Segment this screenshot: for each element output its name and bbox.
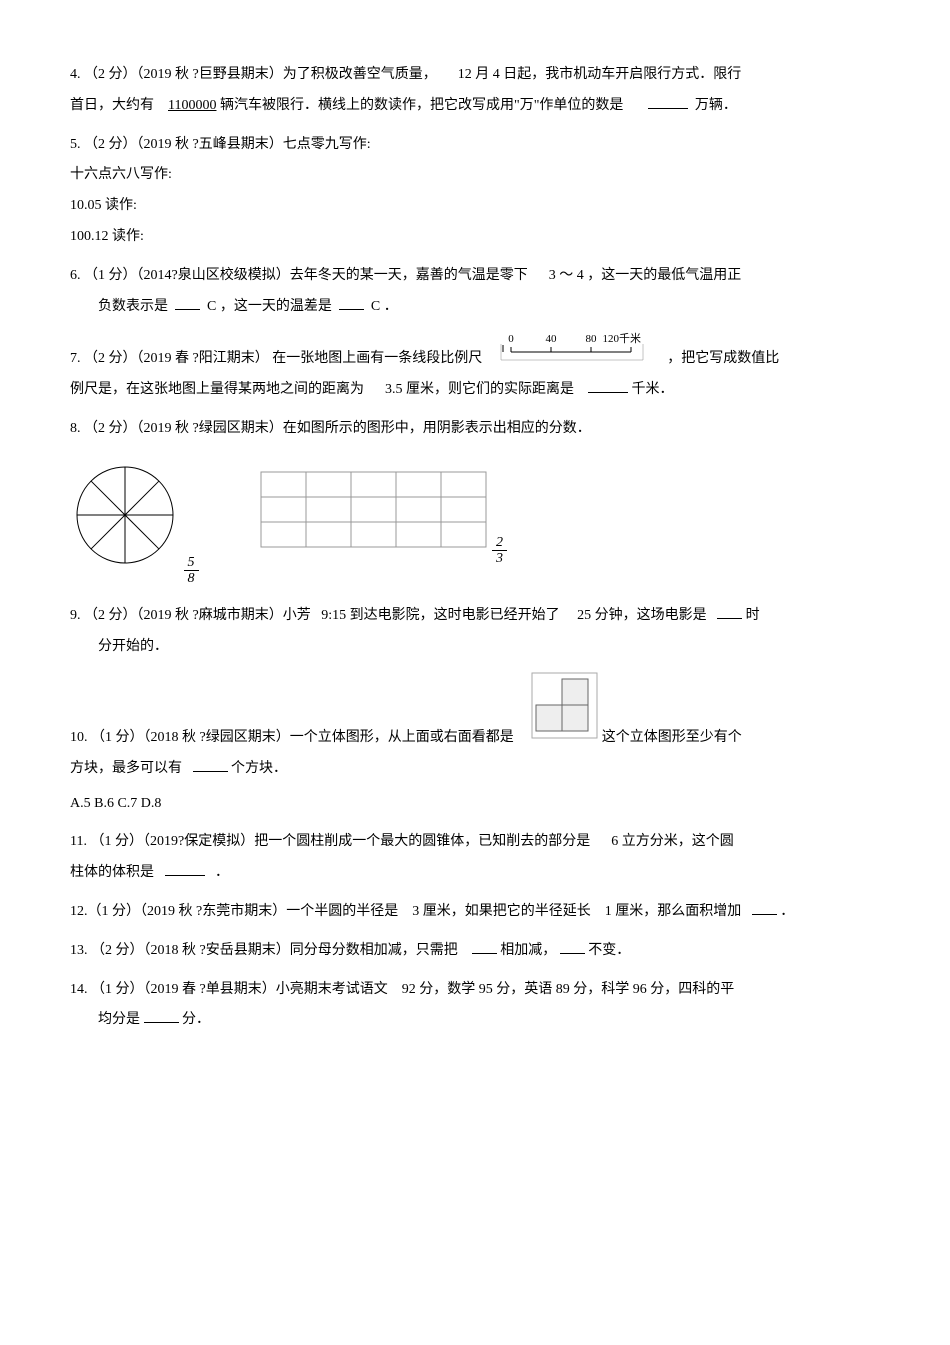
question-11: 11. （1 分）（2019?保定模拟）把一个圆柱削成一个最大的圆锥体，已知削去… <box>70 827 880 889</box>
q12-suffix: ． <box>780 904 794 919</box>
q9-mid: 25 分钟，这场电影是 <box>577 608 707 623</box>
q7-suffix: ，把它写成数值比 <box>667 344 779 375</box>
question-10: 10. （1 分）（2018 秋 ?绿园区期末）一个立体图形，从上面或右面看都是… <box>70 671 880 819</box>
q4-mid1: 12 月 4 日起，我市机动车开启限行方式．限行 <box>458 67 742 82</box>
cube-view-icon <box>530 671 600 754</box>
q7-unit: 千米． <box>632 382 674 397</box>
q14-blank <box>144 1009 179 1023</box>
fraction-2: 2 3 <box>492 535 507 567</box>
scale-label-80: 80 <box>586 333 598 345</box>
frac1-den: 8 <box>184 571 199 586</box>
q6-blank2 <box>339 296 364 310</box>
q6-mid: 3 ～ 4 ，这一天的最低气温用正 <box>549 268 742 283</box>
q4-line2b: 辆汽车被限行．横线上的数读作，把它改写成用"万"作单位的数是 <box>220 98 623 113</box>
q5-line2: 十六点六八写作: <box>70 160 880 191</box>
q7-line2a: 例尺是，在这张地图上量得某两地之间的距离为 <box>70 382 364 397</box>
q12-prefix: 12.（1 分）（2019 秋 ?东莞市期末）一个半圆的半径是 <box>70 904 398 919</box>
question-14: 14. （1 分）（2019 春 ?单县期末）小亮期末考试语文 92 分，数学 … <box>70 975 880 1037</box>
q14-scores: 92 分，数学 95 分，英语 89 分，科学 96 分，四科的平 <box>402 982 735 997</box>
q14-line2b: 分． <box>182 1012 210 1027</box>
q13-prefix: 13. （2 分）（2018 秋 ?安岳县期末）同分母分数相加减，只需把 <box>70 943 458 958</box>
q9-blank1 <box>717 605 742 619</box>
q10-suffix: 这个立体图形至少有个 <box>602 723 742 754</box>
q14-prefix: 14. （1 分）（2019 春 ?单县期末）小亮期末考试语文 <box>70 982 388 997</box>
q11-line2b: ． <box>215 865 229 880</box>
question-8: 8. （2 分）（2019 秋 ?绿园区期末）在如图所示的图形中，用阴影表示出相… <box>70 414 880 586</box>
q6-c2: C <box>371 299 380 314</box>
q6-c1: C <box>207 299 216 314</box>
q10-line2b: 个方块． <box>231 761 287 776</box>
q11-mid: 6 立方分米，这个圆 <box>611 834 734 849</box>
q11-line2a: 柱体的体积是 <box>70 865 154 880</box>
frac1-num: 5 <box>184 555 199 571</box>
q13-suffix: 不变． <box>588 943 630 958</box>
q5-line4: 100.12 读作: <box>70 222 880 253</box>
q4-underlined: 1100000 <box>168 98 216 113</box>
q9-prefix: 9. （2 分）（2019 秋 ?麻城市期末）小芳 <box>70 608 311 623</box>
q6-period: ． <box>384 299 398 314</box>
q7-value: 3.5 厘米，则它们的实际距离是 <box>385 382 574 397</box>
q4-blank <box>648 95 688 109</box>
question-12: 12.（1 分）（2019 秋 ?东莞市期末）一个半圆的半径是 3 厘米，如果把… <box>70 897 880 928</box>
q12-mid1: 3 厘米，如果把它的半径延长 <box>412 904 591 919</box>
question-5: 5. （2 分）（2019 秋 ?五峰县期末）七点零九写作: 十六点六八写作: … <box>70 130 880 253</box>
frac2-num: 2 <box>492 535 507 551</box>
q6-prefix: 6. （1 分）（2014?泉山区校级模拟）去年冬天的某一天，嘉善的气温是零下 <box>70 268 528 283</box>
q6-indent: 负数表示是 C ，这一天的温差是 C ． <box>70 299 398 314</box>
scale-label-40: 40 <box>546 333 558 345</box>
q8-text: 8. （2 分）（2019 秋 ?绿园区期末）在如图所示的图形中，用阴影表示出相… <box>70 414 880 445</box>
q12-blank <box>752 901 777 915</box>
question-6: 6. （1 分）（2014?泉山区校级模拟）去年冬天的某一天，嘉善的气温是零下 … <box>70 261 880 323</box>
q9-suffix1: 时 <box>746 608 760 623</box>
q4-prefix: 4. （2 分）（2019 秋 ?巨野县期末）为了积极改善空气质量， <box>70 67 437 82</box>
q4-suffix: 万辆． <box>695 98 737 113</box>
q11-prefix: 11. （1 分）（2019?保定模拟）把一个圆柱削成一个最大的圆锥体，已知削去… <box>70 834 590 849</box>
scale-ruler-icon: 0 40 80 120千米 <box>493 330 663 375</box>
q9-time: 9:15 到达电影院，这时电影已经开始了 <box>321 608 559 623</box>
question-9: 9. （2 分）（2019 秋 ?麻城市期末）小芳 9:15 到达电影院，这时电… <box>70 601 880 663</box>
q9-line2: 分开始的． <box>70 639 168 654</box>
q10-prefix: 10. （1 分）（2018 秋 ?绿园区期末）一个立体图形，从上面或右面看都是 <box>70 723 514 754</box>
q10-line2a: 方块，最多可以有 <box>70 761 182 776</box>
scale-label-0: 0 <box>508 333 514 345</box>
scale-label-120: 120千米 <box>603 332 642 345</box>
q13-mid: 相加减， <box>500 943 556 958</box>
grid-diagram: 2 3 <box>259 460 508 567</box>
q14-line2a: 均分是 <box>98 1012 140 1027</box>
q6-blank1 <box>175 296 200 310</box>
q7-prefix: 7. （2 分）（2019 春 ?阳江期末） 在一张地图上画有一条线段比例尺 <box>70 344 482 375</box>
q10-options: A.5 B.6 C.7 D.8 <box>70 789 880 820</box>
q11-blank <box>165 862 205 876</box>
q7-blank <box>588 379 628 393</box>
q6-line2b: ，这一天的温差是 <box>220 299 332 314</box>
circle-diagram: 5 8 <box>70 460 199 587</box>
fraction-1: 5 8 <box>184 555 199 587</box>
q5-line1: 5. （2 分）（2019 秋 ?五峰县期末）七点零九写作: <box>70 130 880 161</box>
q10-blank <box>193 758 228 772</box>
q8-diagrams: 5 8 2 3 <box>70 460 880 587</box>
q12-mid2: 1 厘米，那么面积增加 <box>605 904 742 919</box>
question-13: 13. （2 分）（2018 秋 ?安岳县期末）同分母分数相加减，只需把 相加减… <box>70 936 880 967</box>
q5-line3: 10.05 读作: <box>70 191 880 222</box>
q13-blank2 <box>560 940 585 954</box>
frac2-den: 3 <box>492 551 507 566</box>
q13-blank1 <box>472 940 497 954</box>
q4-line2a: 首日，大约有 <box>70 98 154 113</box>
question-7: 7. （2 分）（2019 春 ?阳江期末） 在一张地图上画有一条线段比例尺 0… <box>70 330 880 406</box>
q6-line2a: 负数表示是 <box>98 299 168 314</box>
question-4: 4. （2 分）（2019 秋 ?巨野县期末）为了积极改善空气质量， 12 月 … <box>70 60 880 122</box>
